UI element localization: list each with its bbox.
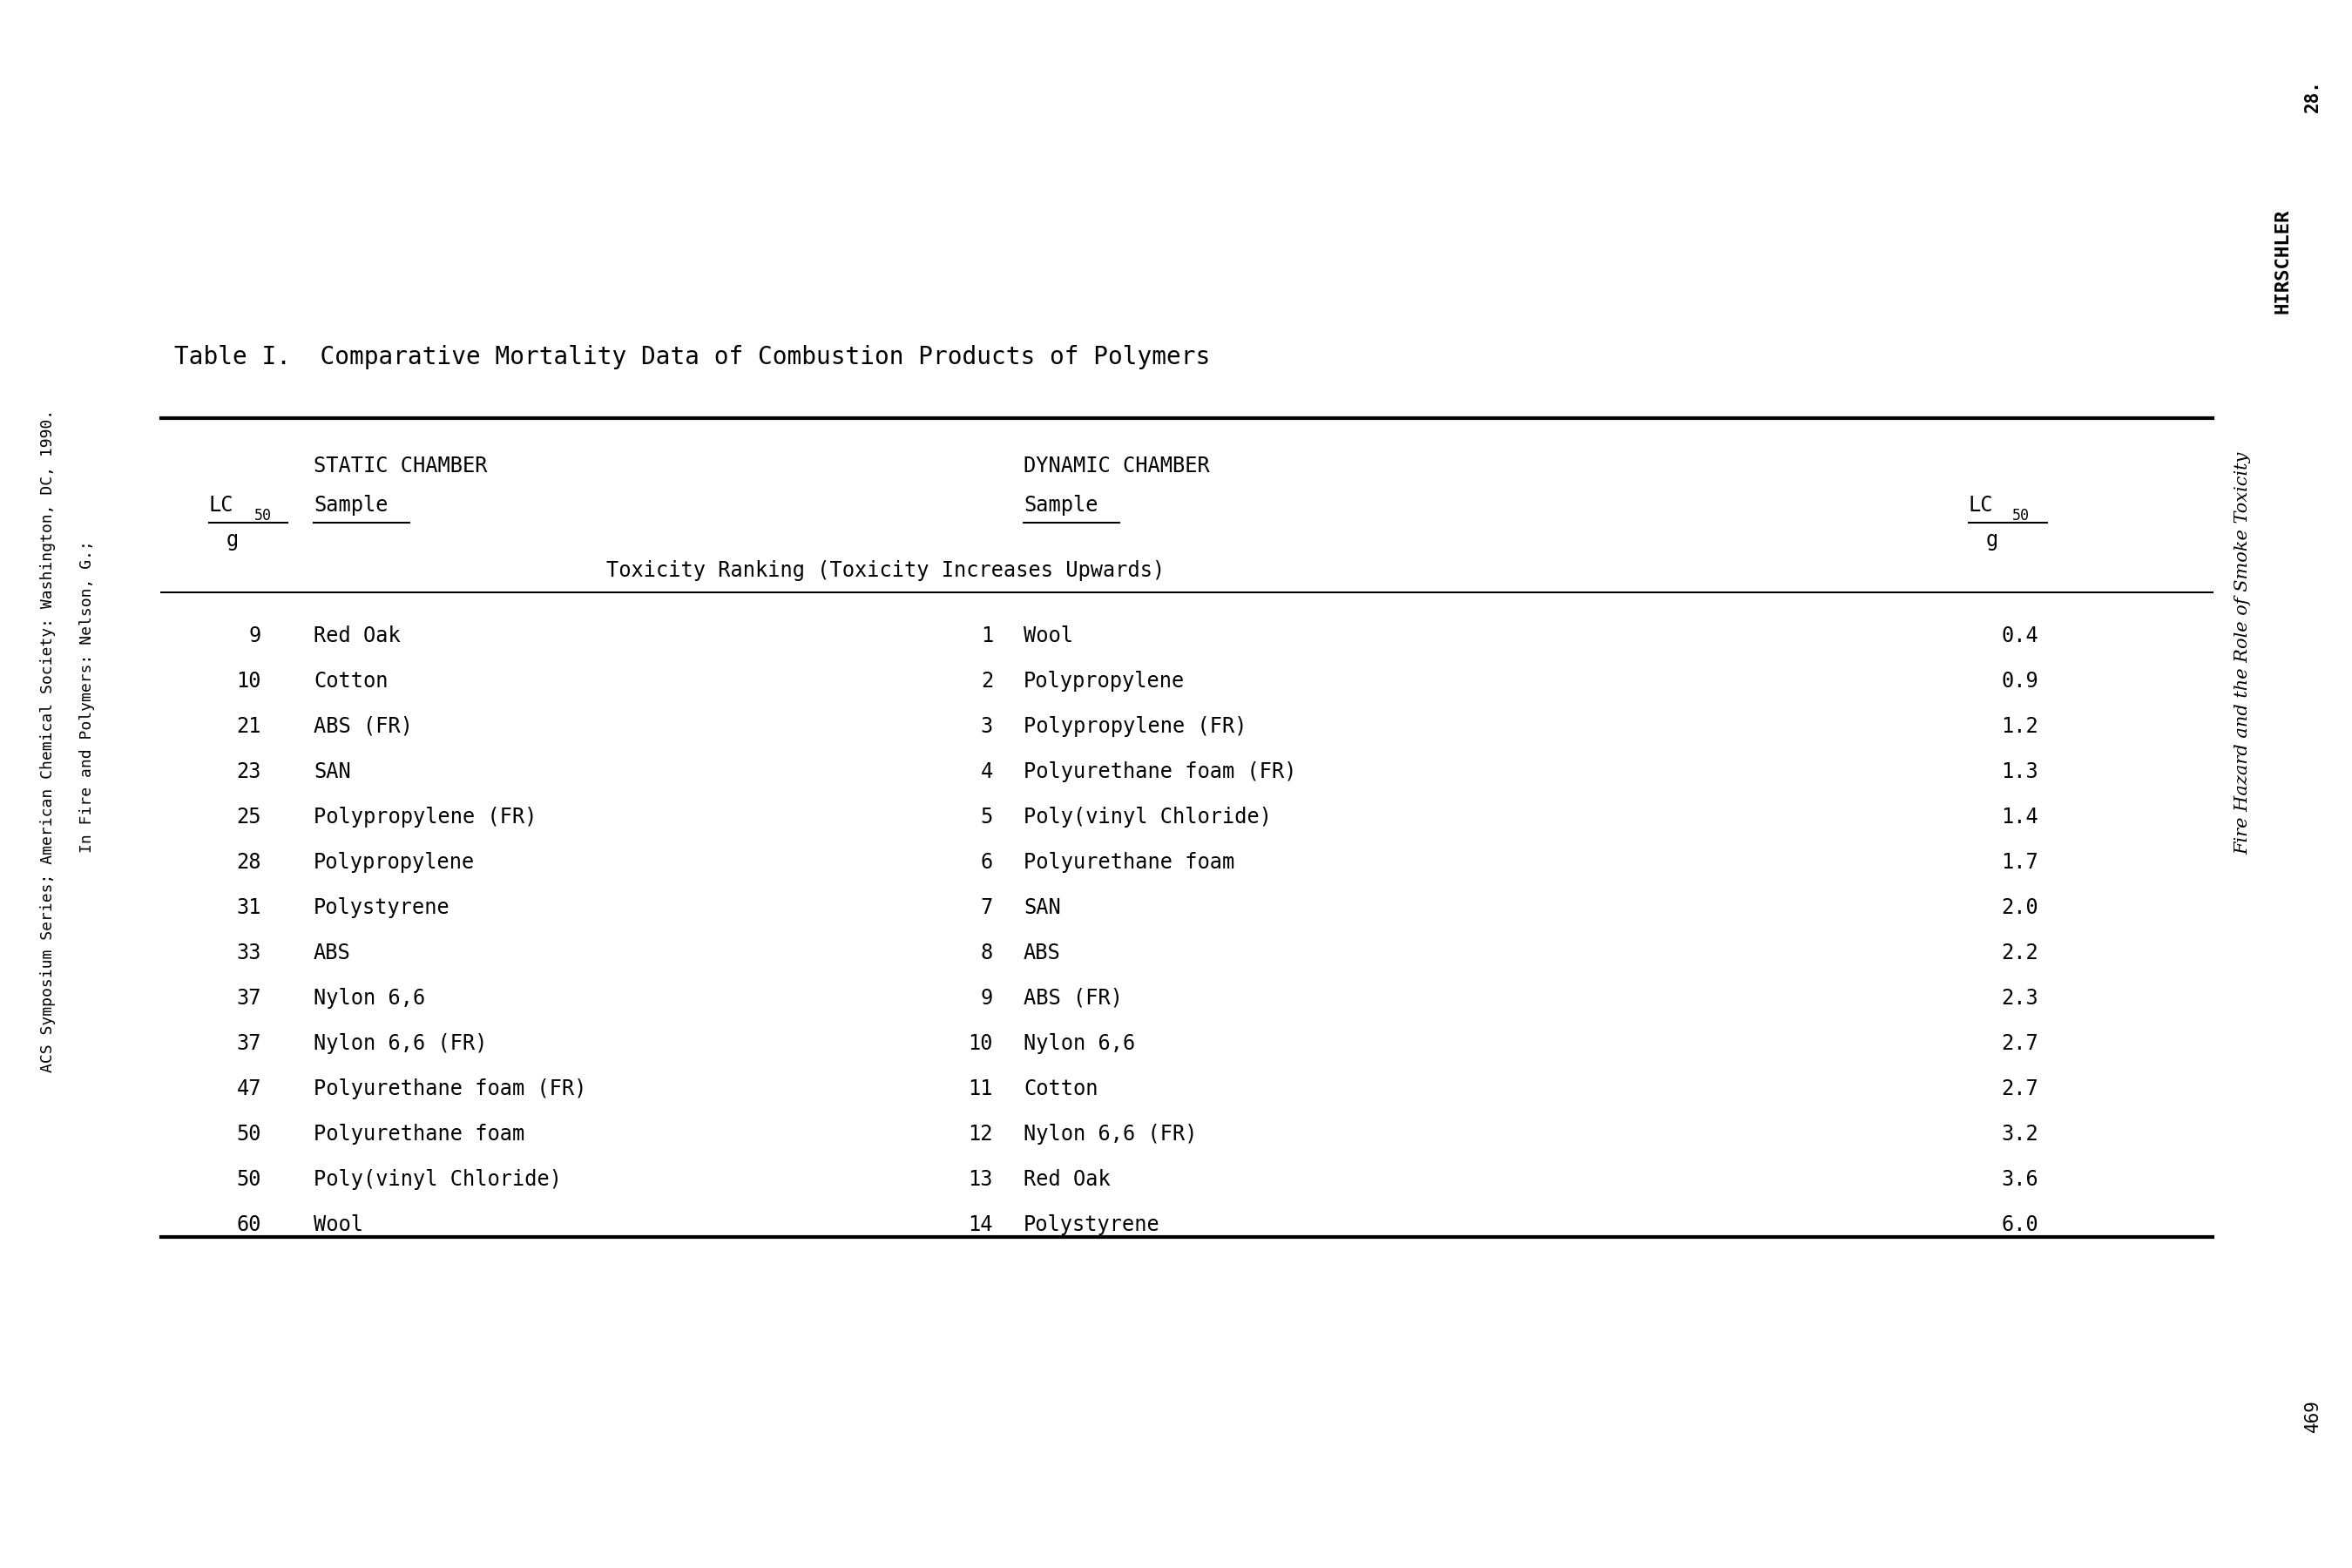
Text: Toxicity Ranking (Toxicity Increases Upwards): Toxicity Ranking (Toxicity Increases Upw… <box>607 560 1164 582</box>
Text: Nylon 6,6: Nylon 6,6 <box>1023 1033 1136 1054</box>
Text: 10: 10 <box>238 671 261 691</box>
Text: 1.2: 1.2 <box>2002 717 2039 737</box>
Text: Poly(vinyl Chloride): Poly(vinyl Chloride) <box>1023 806 1272 828</box>
Text: 14: 14 <box>969 1214 993 1236</box>
Text: g: g <box>1985 530 1999 550</box>
Text: 1.4: 1.4 <box>2002 806 2039 828</box>
Text: 1.3: 1.3 <box>2002 762 2039 782</box>
Text: 3: 3 <box>981 717 993 737</box>
Text: Red Oak: Red Oak <box>1023 1170 1110 1190</box>
Text: LC: LC <box>209 495 233 516</box>
Text: Poly(vinyl Chloride): Poly(vinyl Chloride) <box>313 1170 562 1190</box>
Text: 8: 8 <box>981 942 993 963</box>
Text: 37: 37 <box>238 988 261 1008</box>
Text: Nylon 6,6: Nylon 6,6 <box>313 988 426 1008</box>
Text: Sample: Sample <box>313 495 388 516</box>
Text: 12: 12 <box>969 1124 993 1145</box>
Text: 5: 5 <box>981 806 993 828</box>
Text: DYNAMIC CHAMBER: DYNAMIC CHAMBER <box>1023 456 1209 477</box>
Text: HIRSCHLER: HIRSCHLER <box>2274 209 2291 314</box>
Text: 4: 4 <box>981 762 993 782</box>
Text: Polystyrene: Polystyrene <box>313 897 449 919</box>
Text: LC: LC <box>1969 495 1994 516</box>
Text: 1: 1 <box>981 626 993 646</box>
Text: 33: 33 <box>238 942 261 963</box>
Text: Fire Hazard and the Role of Smoke Toxicity: Fire Hazard and the Role of Smoke Toxici… <box>2234 452 2251 855</box>
Text: 47: 47 <box>238 1079 261 1099</box>
Text: 10: 10 <box>969 1033 993 1054</box>
Text: 23: 23 <box>238 762 261 782</box>
Text: 13: 13 <box>969 1170 993 1190</box>
Text: Sample: Sample <box>1023 495 1098 516</box>
Text: 2.0: 2.0 <box>2002 897 2039 919</box>
Text: Wool: Wool <box>1023 626 1073 646</box>
Text: Red Oak: Red Oak <box>313 626 400 646</box>
Text: SAN: SAN <box>1023 897 1061 919</box>
Text: 2: 2 <box>981 671 993 691</box>
Text: 2.2: 2.2 <box>2002 942 2039 963</box>
Text: Table I.  Comparative Mortality Data of Combustion Products of Polymers: Table I. Comparative Mortality Data of C… <box>174 345 1211 370</box>
Text: 7: 7 <box>981 897 993 919</box>
Text: 1.7: 1.7 <box>2002 851 2039 873</box>
Text: Cotton: Cotton <box>313 671 388 691</box>
Text: Polypropylene: Polypropylene <box>313 851 475 873</box>
Text: 50: 50 <box>254 508 273 524</box>
Text: Wool: Wool <box>313 1214 362 1236</box>
Text: ABS: ABS <box>313 942 350 963</box>
Text: 3.2: 3.2 <box>2002 1124 2039 1145</box>
Text: 28.: 28. <box>2305 80 2321 113</box>
Text: 50: 50 <box>238 1170 261 1190</box>
Text: Nylon 6,6 (FR): Nylon 6,6 (FR) <box>313 1033 487 1054</box>
Text: Polypropylene (FR): Polypropylene (FR) <box>313 806 536 828</box>
Text: Polyurethane foam: Polyurethane foam <box>1023 851 1235 873</box>
Text: 9: 9 <box>981 988 993 1008</box>
Text: Polyurethane foam: Polyurethane foam <box>313 1124 524 1145</box>
Text: 6: 6 <box>981 851 993 873</box>
Text: 11: 11 <box>969 1079 993 1099</box>
Text: 9: 9 <box>249 626 261 646</box>
Text: 6.0: 6.0 <box>2002 1214 2039 1236</box>
Text: STATIC CHAMBER: STATIC CHAMBER <box>313 456 487 477</box>
Text: Polyurethane foam (FR): Polyurethane foam (FR) <box>1023 762 1296 782</box>
Text: 2.3: 2.3 <box>2002 988 2039 1008</box>
Text: ACS Symposium Series; American Chemical Society: Washington, DC, 1990.: ACS Symposium Series; American Chemical … <box>40 409 56 1073</box>
Text: Nylon 6,6 (FR): Nylon 6,6 (FR) <box>1023 1124 1197 1145</box>
Text: ABS (FR): ABS (FR) <box>313 717 414 737</box>
Text: 0.9: 0.9 <box>2002 671 2039 691</box>
Text: ABS (FR): ABS (FR) <box>1023 988 1122 1008</box>
Text: 50: 50 <box>2013 508 2030 524</box>
Text: 60: 60 <box>238 1214 261 1236</box>
Text: 0.4: 0.4 <box>2002 626 2039 646</box>
Text: In Fire and Polymers: Nelson, G.;: In Fire and Polymers: Nelson, G.; <box>80 541 94 853</box>
Text: 31: 31 <box>238 897 261 919</box>
Text: Polypropylene (FR): Polypropylene (FR) <box>1023 717 1247 737</box>
Text: g: g <box>226 530 240 550</box>
Text: Polyurethane foam (FR): Polyurethane foam (FR) <box>313 1079 586 1099</box>
Text: Cotton: Cotton <box>1023 1079 1098 1099</box>
Text: Polypropylene: Polypropylene <box>1023 671 1185 691</box>
Text: ABS: ABS <box>1023 942 1061 963</box>
Text: 25: 25 <box>238 806 261 828</box>
Text: 469: 469 <box>2305 1399 2321 1432</box>
Text: 2.7: 2.7 <box>2002 1033 2039 1054</box>
Text: 50: 50 <box>238 1124 261 1145</box>
Text: 37: 37 <box>238 1033 261 1054</box>
Text: 2.7: 2.7 <box>2002 1079 2039 1099</box>
Text: 28: 28 <box>238 851 261 873</box>
Text: Polystyrene: Polystyrene <box>1023 1214 1160 1236</box>
Text: 21: 21 <box>238 717 261 737</box>
Text: SAN: SAN <box>313 762 350 782</box>
Text: 3.6: 3.6 <box>2002 1170 2039 1190</box>
